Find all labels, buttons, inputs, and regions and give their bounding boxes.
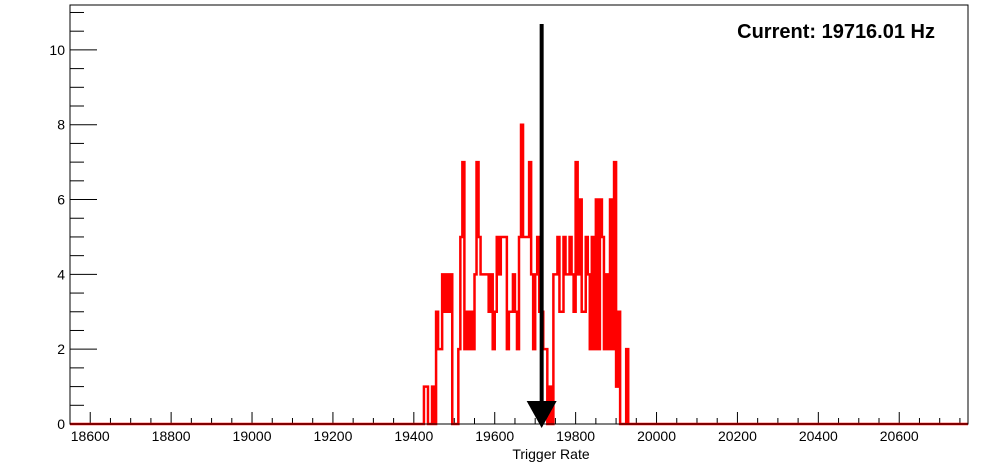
y-tick-label: 6	[57, 192, 65, 208]
x-tick-label: 19000	[233, 428, 272, 444]
x-tick-label: 18600	[71, 428, 110, 444]
x-tick-label: 18800	[152, 428, 191, 444]
histogram-series	[70, 123, 968, 426]
plot-frame	[69, 4, 969, 425]
y-tick-label: 2	[57, 341, 65, 357]
marker-arrowhead	[526, 401, 557, 428]
y-tick-label: 4	[57, 266, 65, 282]
current-rate-marker	[526, 24, 557, 428]
x-tick-label: 19400	[394, 428, 433, 444]
x-tick-label: 20000	[637, 428, 676, 444]
current-rate-annotation: Current: 19716.01 Hz	[737, 21, 935, 43]
y-tick-label: 0	[57, 416, 65, 432]
histogram-line	[70, 123, 968, 426]
x-tick-label: 19600	[475, 428, 514, 444]
x-tick-label: 19200	[313, 428, 352, 444]
y-tick-label: 8	[57, 117, 65, 133]
x-tick-label: 20200	[718, 428, 757, 444]
x-axis-title: Trigger Rate	[512, 446, 590, 462]
x-tick-label: 20600	[880, 428, 919, 444]
x-tick-label: 19800	[556, 428, 595, 444]
y-tick-label: 10	[49, 42, 65, 58]
x-tick-label: 20400	[799, 428, 838, 444]
axis-ticks: 18600 18800 19000 19200 19400 19600 19800 20000…	[49, 11, 961, 444]
